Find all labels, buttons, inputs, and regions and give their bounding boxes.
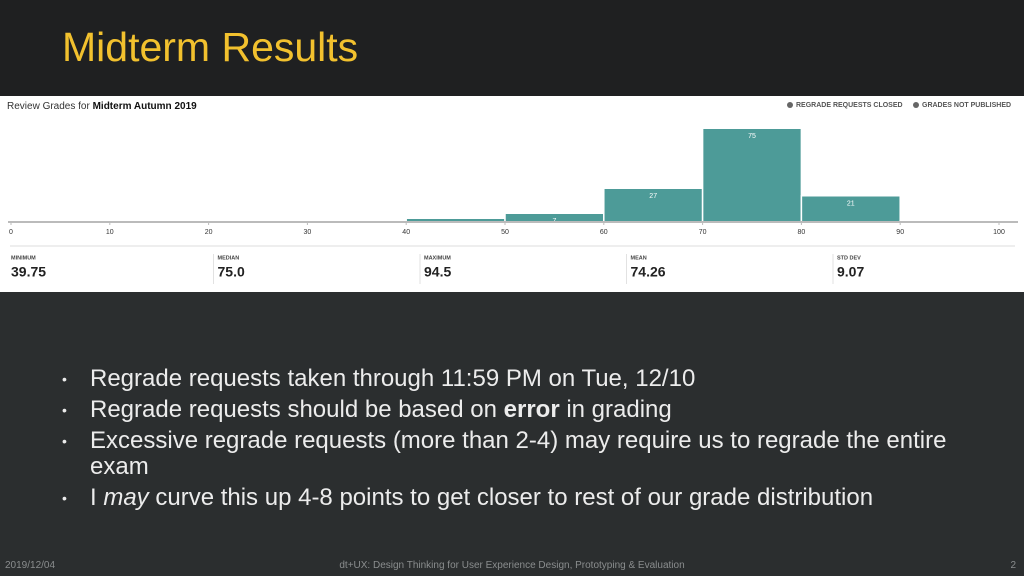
bar-label: 21 (847, 201, 855, 208)
footer-page: 2 (1010, 560, 1016, 571)
x-tick-label: 40 (402, 229, 410, 236)
stat-value: 9.07 (837, 264, 864, 280)
bullet-text: curve this up 4-8 points to get closer t… (148, 484, 874, 511)
bar (800, 195, 901, 223)
x-tick-label: 90 (896, 229, 904, 236)
bullet-text: Regrade requests should be based on (90, 396, 504, 423)
bullet: I may curve this up 4-8 points to get cl… (62, 484, 952, 512)
footer-course: dt+UX: Design Thinking for User Experien… (339, 560, 685, 571)
x-tick-label: 10 (106, 229, 114, 236)
stat-label: MEAN (631, 255, 647, 261)
chart-header: Review Grades for Midterm Autumn 2019 (7, 101, 197, 112)
legend-label: GRADES NOT PUBLISHED (922, 102, 1011, 109)
stat-label: STD DEV (837, 255, 861, 261)
bullet-text: Excessive regrade requests (more than 2-… (90, 427, 954, 480)
legend-dot (787, 102, 793, 108)
bar-label: 75 (748, 133, 756, 140)
stat-value: 74.26 (631, 264, 666, 280)
bullet-text: I (90, 484, 104, 511)
x-tick-label: 20 (205, 229, 213, 236)
bullet-list: Regrade requests taken through 11:59 PM … (62, 366, 952, 516)
bullet: Regrade requests should be based on erro… (62, 396, 952, 424)
bullet-text: may (103, 484, 149, 511)
x-tick-label: 30 (304, 229, 312, 236)
header-prefix: Review Grades for (7, 101, 90, 112)
legend-dot (913, 102, 919, 108)
chart: Review Grades for Midterm Autumn 2019 RE… (0, 96, 1024, 292)
stat-label: MINIMUM (11, 255, 36, 261)
footer-date: 2019/12/04 (5, 560, 56, 571)
bullet: Regrade requests taken through 11:59 PM … (62, 365, 952, 393)
header-exam: Midterm Autumn 2019 (93, 101, 198, 112)
stat-label: MAXIMUM (424, 255, 451, 261)
x-tick-label: 0 (9, 229, 13, 236)
bullet-text: in grading (559, 396, 672, 423)
x-tick-label: 70 (699, 229, 707, 236)
bar (701, 127, 803, 223)
bullet-text: error (503, 396, 560, 423)
bar-label: 27 (649, 193, 657, 200)
title-bar (0, 0, 1024, 96)
x-tick-label: 100 (993, 229, 1005, 236)
legend-label: REGRADE REQUESTS CLOSED (796, 102, 903, 109)
stat-value: 75.0 (218, 264, 245, 280)
stat-value: 94.5 (424, 264, 451, 280)
bullet: Excessive regrade requests (more than 2-… (62, 428, 952, 480)
x-tick-label: 80 (798, 229, 806, 236)
x-tick-label: 60 (600, 229, 608, 236)
stat-value: 39.75 (11, 264, 46, 280)
x-tick-label: 50 (501, 229, 509, 236)
stat-label: MEDIAN (218, 255, 240, 261)
bullet-text: Regrade requests taken through 11:59 PM … (90, 365, 696, 392)
slide-title: Midterm Results (62, 24, 359, 70)
